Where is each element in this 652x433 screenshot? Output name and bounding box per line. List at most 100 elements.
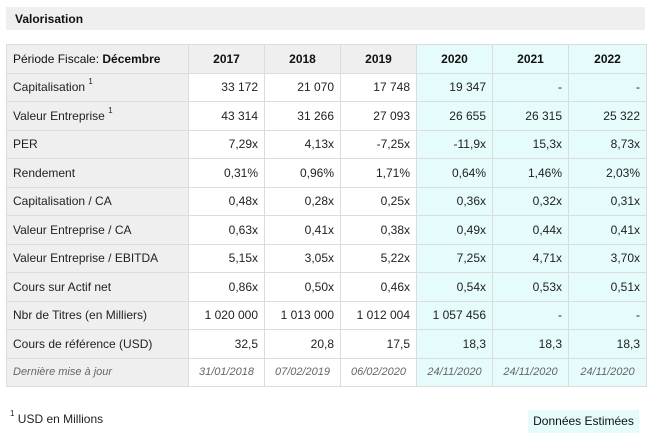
value-cell: - <box>492 72 569 102</box>
header-row: Période Fiscale: Décembre 2017 2018 2019… <box>6 44 647 74</box>
value-cell: 43 314 <box>188 101 265 131</box>
row-label: Valeur Entreprise 1 <box>6 101 189 131</box>
estimates-legend: Données Estimées <box>528 410 639 433</box>
fiscal-period-cell: Période Fiscale: Décembre <box>6 44 189 74</box>
row-label-text: Cours sur Actif net <box>13 279 112 294</box>
value-cell: 24/11/2020 <box>416 357 493 387</box>
value-cell: 15,3x <box>492 129 569 159</box>
row-label: Rendement <box>6 158 189 188</box>
value-cell: 0,86x <box>188 272 265 302</box>
value-cell: 0,50x <box>264 272 341 302</box>
year-header: 2021 <box>492 44 569 74</box>
row-label: PER <box>6 129 189 159</box>
row-label-text: Rendement <box>13 165 76 180</box>
panel-header: Valorisation <box>6 7 645 30</box>
year-header: 2022 <box>568 44 647 74</box>
row-label: Capitalisation 1 <box>6 72 189 102</box>
value-cell: 0,32x <box>492 186 569 216</box>
row-label-text: Valeur Entreprise <box>13 108 105 123</box>
value-cell: -7,25x <box>340 129 417 159</box>
value-cell: 0,49x <box>416 215 493 245</box>
panel-title: Valorisation <box>15 12 84 26</box>
value-cell: - <box>492 300 569 330</box>
value-cell: -11,9x <box>416 129 493 159</box>
value-cell: 2,03% <box>568 158 647 188</box>
row-label: Cours sur Actif net <box>6 272 189 302</box>
table-row: PER 7,29x 4,13x -7,25x -11,9x 15,3x 8,73x <box>6 129 647 159</box>
value-cell: 1 012 004 <box>340 300 417 330</box>
value-cell: 0,46x <box>340 272 417 302</box>
value-cell: 0,54x <box>416 272 493 302</box>
row-label-text: Nbr de Titres (en Milliers) <box>13 308 148 323</box>
footnote-marker: 1 <box>108 105 113 115</box>
row-label-text: Cours de référence (USD) <box>13 336 153 351</box>
table-row: Valeur Entreprise 1 43 314 31 266 27 093 26 … <box>6 101 647 131</box>
value-cell: 26 655 <box>416 101 493 131</box>
year-header: 2020 <box>416 44 493 74</box>
value-cell: 24/11/2020 <box>568 357 647 387</box>
value-cell: 4,13x <box>264 129 341 159</box>
value-cell: 0,28x <box>264 186 341 216</box>
year-header: 2017 <box>188 44 265 74</box>
value-cell: 25 322 <box>568 101 647 131</box>
table-row: Dernière mise à jour 31/01/2018 07/02/2019… <box>6 357 647 387</box>
value-cell: 1,71% <box>340 158 417 188</box>
value-cell: 27 093 <box>340 101 417 131</box>
table-row: Cours sur Actif net 0,86x 0,50x 0,46x 0,54x 0… <box>6 272 647 302</box>
table-row: Valeur Entreprise / CA 0,63x 0,41x 0,38x 0,4… <box>6 215 647 245</box>
table-row: Capitalisation 1 33 172 21 070 17 748 19 347… <box>6 72 647 102</box>
value-cell: 18,3 <box>568 329 647 359</box>
footnote-marker: 1 <box>10 409 15 418</box>
row-label: Cours de référence (USD) <box>6 329 189 359</box>
footnote-marker: 1 <box>88 77 93 87</box>
value-cell: 17,5 <box>340 329 417 359</box>
row-label: Capitalisation / CA <box>6 186 189 216</box>
value-cell: 0,64% <box>416 158 493 188</box>
value-cell: 0,41x <box>568 215 647 245</box>
value-cell: 18,3 <box>416 329 493 359</box>
value-cell: 0,25x <box>340 186 417 216</box>
value-cell: 0,51x <box>568 272 647 302</box>
value-cell: 26 315 <box>492 101 569 131</box>
value-cell: 0,41x <box>264 215 341 245</box>
value-cell: 0,38x <box>340 215 417 245</box>
table-row: Cours de référence (USD) 32,5 20,8 17,5 18,3… <box>6 329 647 359</box>
value-cell: 31 266 <box>264 101 341 131</box>
value-cell: 18,3 <box>492 329 569 359</box>
row-label: Dernière mise à jour <box>6 357 189 387</box>
value-cell: 0,63x <box>188 215 265 245</box>
table-row: Rendement 0,31% 0,96% 1,71% 0,64% 1,46% 2,03% <box>6 158 647 188</box>
valuation-table: Période Fiscale: Décembre 2017 2018 2019… <box>6 44 647 387</box>
value-cell: 5,22x <box>340 243 417 273</box>
value-cell: 0,96% <box>264 158 341 188</box>
row-label-text: Dernière mise à jour <box>13 366 113 379</box>
value-cell: 20,8 <box>264 329 341 359</box>
value-cell: 32,5 <box>188 329 265 359</box>
value-cell: 1 020 000 <box>188 300 265 330</box>
footnote-text: USD en Millions <box>14 412 104 426</box>
value-cell: 7,29x <box>188 129 265 159</box>
value-cell: 8,73x <box>568 129 647 159</box>
row-label: Valeur Entreprise / CA <box>6 215 189 245</box>
value-cell: 21 070 <box>264 72 341 102</box>
row-label: Nbr de Titres (en Milliers) <box>6 300 189 330</box>
year-header: 2019 <box>340 44 417 74</box>
value-cell: 0,31% <box>188 158 265 188</box>
row-label-text: Capitalisation / CA <box>13 194 112 209</box>
value-cell: - <box>568 300 647 330</box>
value-cell: - <box>568 72 647 102</box>
table-row: Valeur Entreprise / EBITDA 5,15x 3,05x 5,22… <box>6 243 647 273</box>
table-row: Nbr de Titres (en Milliers) 1 020 000 1 01… <box>6 300 647 330</box>
value-cell: 5,15x <box>188 243 265 273</box>
value-cell: 07/02/2019 <box>264 357 341 387</box>
value-cell: 24/11/2020 <box>492 357 569 387</box>
value-cell: 1 057 456 <box>416 300 493 330</box>
table-row: Capitalisation / CA 0,48x 0,28x 0,25x 0,36x 0… <box>6 186 647 216</box>
value-cell: 33 172 <box>188 72 265 102</box>
year-header: 2018 <box>264 44 341 74</box>
value-cell: 1 013 000 <box>264 300 341 330</box>
value-cell: 17 748 <box>340 72 417 102</box>
value-cell: 7,25x <box>416 243 493 273</box>
value-cell: 0,44x <box>492 215 569 245</box>
value-cell: 0,48x <box>188 186 265 216</box>
